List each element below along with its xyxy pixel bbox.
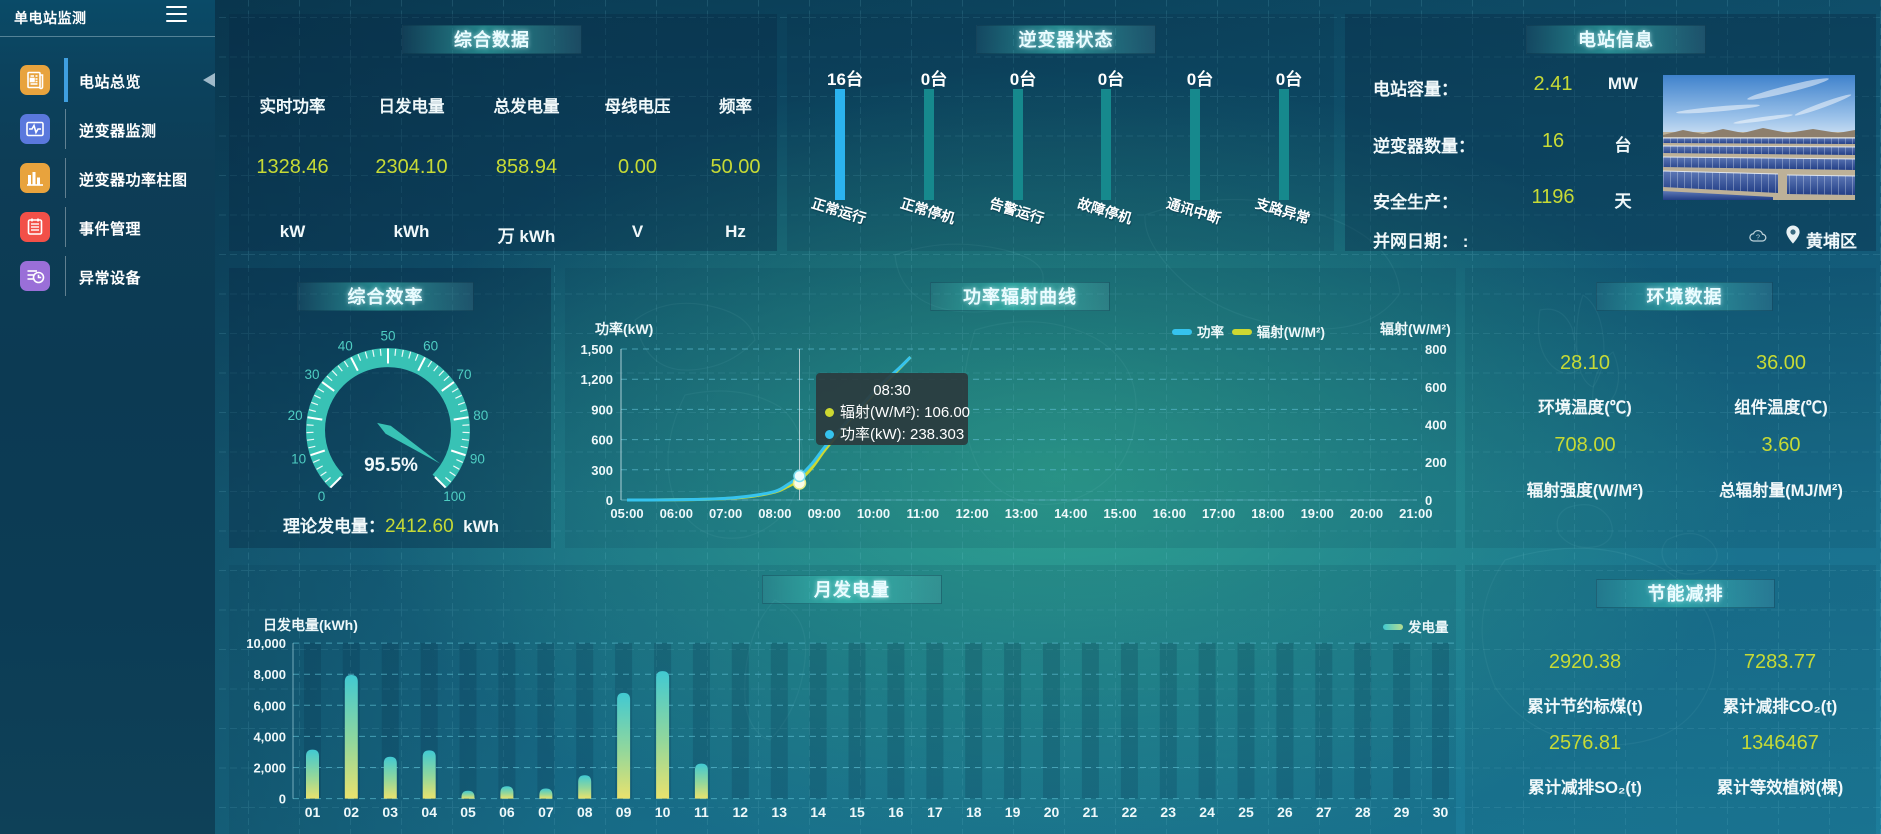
svg-text:10:00: 10:00 — [857, 506, 890, 521]
svg-text:16:00: 16:00 — [1153, 506, 1186, 521]
svg-text:15:00: 15:00 — [1103, 506, 1136, 521]
svg-text:02: 02 — [344, 804, 360, 820]
svg-text:300: 300 — [591, 463, 613, 478]
svg-text:14: 14 — [810, 804, 826, 820]
svg-text:30: 30 — [1433, 804, 1449, 820]
svg-text:40: 40 — [338, 339, 353, 354]
svg-text:17:00: 17:00 — [1202, 506, 1235, 521]
svg-text:04: 04 — [421, 804, 437, 820]
svg-text:50: 50 — [380, 329, 395, 344]
svg-text:200: 200 — [1425, 455, 1447, 470]
svg-text:2,000: 2,000 — [253, 761, 286, 776]
svg-text:24: 24 — [1199, 804, 1215, 820]
svg-text:10,000: 10,000 — [246, 636, 286, 651]
svg-text:10: 10 — [291, 452, 306, 467]
svg-text:0: 0 — [318, 489, 326, 504]
svg-text:70: 70 — [456, 367, 471, 382]
svg-text:01: 01 — [305, 804, 321, 820]
svg-text:18:00: 18:00 — [1251, 506, 1284, 521]
svg-text:28: 28 — [1355, 804, 1371, 820]
svg-text:05: 05 — [460, 804, 476, 820]
svg-text:08: 08 — [577, 804, 593, 820]
svg-text:07:00: 07:00 — [709, 506, 742, 521]
svg-text:900: 900 — [591, 402, 613, 417]
svg-text:12: 12 — [733, 804, 749, 820]
svg-text:08:00: 08:00 — [758, 506, 791, 521]
svg-text:400: 400 — [1425, 418, 1447, 433]
svg-text:21:00: 21:00 — [1399, 506, 1432, 521]
svg-text:18: 18 — [966, 804, 982, 820]
svg-text:19: 19 — [1005, 804, 1021, 820]
svg-text:6,000: 6,000 — [253, 698, 286, 713]
svg-text:21: 21 — [1083, 804, 1099, 820]
svg-text:800: 800 — [1425, 342, 1447, 357]
svg-text:8,000: 8,000 — [253, 667, 286, 682]
svg-text:03: 03 — [382, 804, 398, 820]
svg-text:12:00: 12:00 — [955, 506, 988, 521]
svg-text:1,500: 1,500 — [580, 342, 613, 357]
svg-text:10: 10 — [655, 804, 671, 820]
svg-text:90: 90 — [470, 452, 485, 467]
svg-text:0: 0 — [606, 493, 613, 508]
svg-text:13:00: 13:00 — [1005, 506, 1038, 521]
svg-text:4,000: 4,000 — [253, 729, 286, 744]
svg-text:14:00: 14:00 — [1054, 506, 1087, 521]
svg-text:20:00: 20:00 — [1350, 506, 1383, 521]
svg-text:?: ? — [1756, 233, 1760, 242]
svg-text:16: 16 — [888, 804, 904, 820]
svg-text:11:00: 11:00 — [907, 506, 940, 521]
svg-text:0: 0 — [1425, 493, 1432, 508]
svg-text:09:00: 09:00 — [808, 506, 841, 521]
svg-text:07: 07 — [538, 804, 554, 820]
svg-text:20: 20 — [288, 408, 303, 423]
svg-text:100: 100 — [443, 489, 466, 504]
svg-text:1,200: 1,200 — [580, 372, 613, 387]
svg-text:13: 13 — [771, 804, 787, 820]
svg-text:29: 29 — [1394, 804, 1410, 820]
svg-text:06:00: 06:00 — [660, 506, 693, 521]
svg-text:11: 11 — [694, 804, 709, 820]
svg-text:600: 600 — [1425, 380, 1447, 395]
svg-text:600: 600 — [591, 433, 613, 448]
svg-text:25: 25 — [1238, 804, 1254, 820]
svg-text:22: 22 — [1122, 804, 1138, 820]
svg-text:19:00: 19:00 — [1301, 506, 1334, 521]
svg-text:30: 30 — [304, 367, 319, 382]
svg-text:80: 80 — [473, 408, 488, 423]
svg-text:0: 0 — [279, 792, 286, 807]
svg-text:15: 15 — [849, 804, 865, 820]
svg-text:06: 06 — [499, 804, 515, 820]
svg-text:17: 17 — [927, 804, 943, 820]
svg-text:20: 20 — [1044, 804, 1060, 820]
svg-text:23: 23 — [1160, 804, 1176, 820]
svg-text:60: 60 — [423, 339, 438, 354]
svg-text:09: 09 — [616, 804, 632, 820]
svg-text:27: 27 — [1316, 804, 1332, 820]
svg-text:26: 26 — [1277, 804, 1293, 820]
svg-text:05:00: 05:00 — [610, 506, 643, 521]
